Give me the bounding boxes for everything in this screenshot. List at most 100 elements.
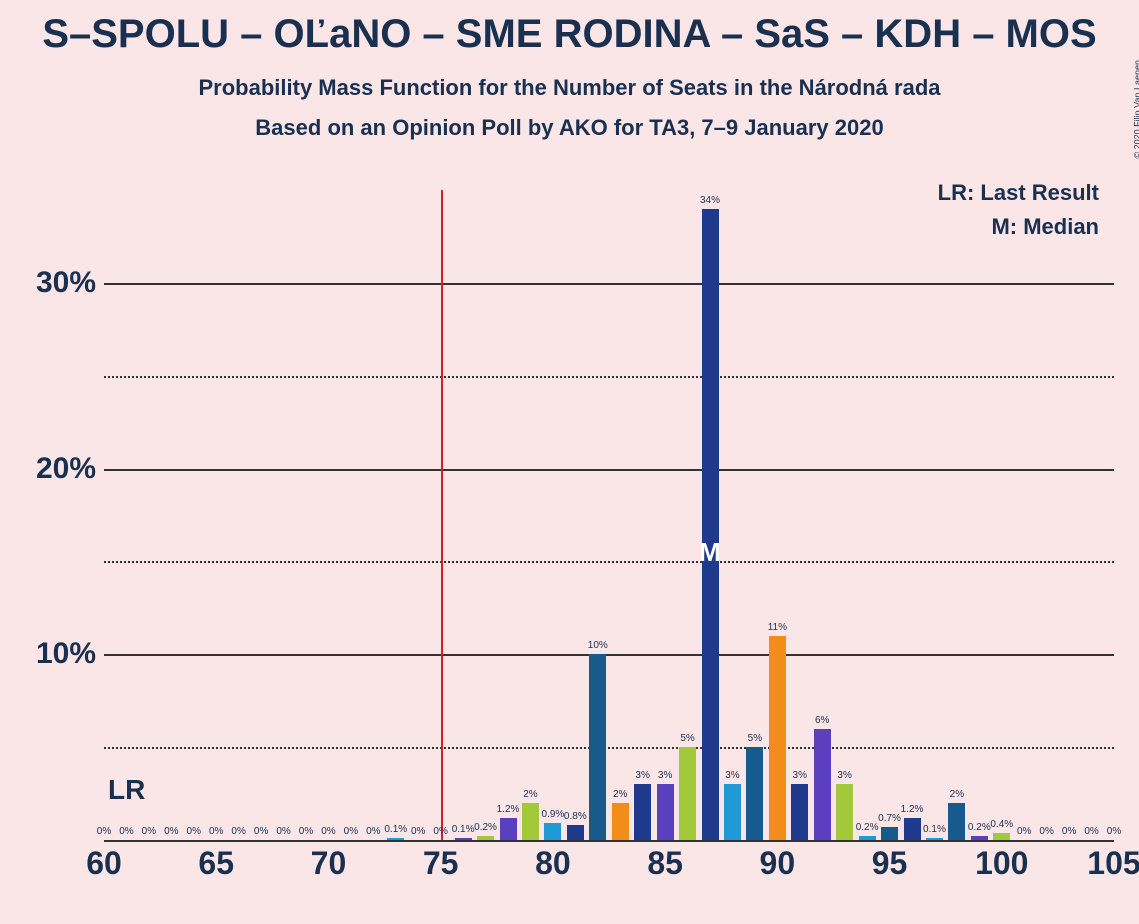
bar — [724, 784, 741, 840]
bar-value-label: 0.8% — [564, 811, 587, 822]
bar-value-label: 0% — [254, 826, 268, 837]
bar — [948, 803, 965, 840]
x-axis — [104, 840, 1114, 842]
bar — [993, 833, 1010, 840]
bar-value-label: 0.4% — [990, 819, 1013, 830]
bar-value-label: 0% — [1107, 826, 1121, 837]
bar — [791, 784, 808, 840]
bar-value-label: 6% — [815, 715, 829, 726]
x-tick-label: 90 — [760, 845, 796, 882]
bar-value-label: 1.2% — [901, 804, 924, 815]
bar-value-label: 0% — [433, 826, 447, 837]
bar-value-label: 0% — [164, 826, 178, 837]
bar-value-label: 0% — [209, 826, 223, 837]
x-tick-label: 80 — [535, 845, 571, 882]
gridline — [104, 469, 1114, 471]
bar — [500, 818, 517, 840]
bar-value-label: 2% — [613, 789, 627, 800]
bar — [836, 784, 853, 840]
bar-value-label: 0% — [1062, 826, 1076, 837]
median-marker: M — [699, 537, 721, 568]
bar-value-label: 0% — [411, 826, 425, 837]
bar-value-label: 0% — [299, 826, 313, 837]
bar-value-label: 0.9% — [541, 809, 564, 820]
bar — [702, 209, 719, 840]
bar — [926, 838, 943, 840]
bar — [657, 784, 674, 840]
bar — [814, 729, 831, 840]
bar-value-label: 0% — [231, 826, 245, 837]
bar-value-label: 0.1% — [384, 824, 407, 835]
last-result-line — [441, 190, 443, 840]
bar-value-label: 3% — [837, 770, 851, 781]
bar-value-label: 0% — [276, 826, 290, 837]
bar-value-label: 0% — [187, 826, 201, 837]
gridline — [104, 376, 1114, 378]
bar-value-label: 5% — [680, 733, 694, 744]
bar-value-label: 0.1% — [452, 824, 475, 835]
chart-title: S–SPOLU – OĽaNO – SME RODINA – SaS – KDH… — [0, 0, 1139, 57]
bar — [612, 803, 629, 840]
bar — [522, 803, 539, 840]
bar-value-label: 3% — [793, 770, 807, 781]
bar-value-label: 2% — [523, 789, 537, 800]
x-tick-label: 60 — [86, 845, 122, 882]
x-tick-label: 85 — [647, 845, 683, 882]
x-tick-label: 100 — [975, 845, 1028, 882]
bar — [477, 836, 494, 840]
bar-value-label: 0.2% — [968, 822, 991, 833]
bar-value-label: 5% — [748, 733, 762, 744]
bar — [387, 838, 404, 840]
y-tick-label: 20% — [6, 452, 96, 486]
copyright-label: © 2020 Filip Van Laenen — [1133, 60, 1139, 159]
bar-value-label: 0% — [366, 826, 380, 837]
bar — [746, 747, 763, 840]
gridline — [104, 654, 1114, 656]
bar — [971, 836, 988, 840]
bar-value-label: 0% — [321, 826, 335, 837]
gridline — [104, 561, 1114, 563]
bar — [567, 825, 584, 840]
bar — [544, 823, 561, 840]
bar-value-label: 0% — [1017, 826, 1031, 837]
x-tick-label: 70 — [311, 845, 347, 882]
bar-value-label: 0% — [142, 826, 156, 837]
bar-value-label: 3% — [725, 770, 739, 781]
bar-value-label: 2% — [950, 789, 964, 800]
chart-subtitle-2: Based on an Opinion Poll by AKO for TA3,… — [0, 115, 1139, 141]
bar-value-label: 34% — [700, 195, 720, 206]
bar — [455, 838, 472, 840]
bar-value-label: 0.2% — [856, 822, 879, 833]
bar-value-label: 10% — [588, 640, 608, 651]
bar-value-label: 3% — [635, 770, 649, 781]
bar — [589, 654, 606, 840]
y-tick-label: 10% — [6, 637, 96, 671]
bar-value-label: 0% — [97, 826, 111, 837]
plot-region: 10%20%30%6065707580859095100105LR0%0%0%0… — [104, 190, 1114, 840]
chart-area: LR: Last Result M: Median 10%20%30%60657… — [104, 190, 1114, 870]
bar-value-label: 0% — [1039, 826, 1053, 837]
bar — [769, 636, 786, 840]
gridline — [104, 283, 1114, 285]
x-tick-label: 75 — [423, 845, 459, 882]
bar — [881, 827, 898, 840]
y-tick-label: 30% — [6, 266, 96, 300]
x-tick-label: 95 — [872, 845, 908, 882]
bar-value-label: 11% — [768, 622, 787, 633]
x-tick-label: 105 — [1087, 845, 1139, 882]
bar — [634, 784, 651, 840]
bar-value-label: 0% — [1084, 826, 1098, 837]
bar-value-label: 0% — [119, 826, 133, 837]
bar — [859, 836, 876, 840]
bar-value-label: 3% — [658, 770, 672, 781]
chart-subtitle-1: Probability Mass Function for the Number… — [0, 75, 1139, 101]
bar-value-label: 0.2% — [474, 822, 497, 833]
bar-value-label: 0.7% — [878, 813, 901, 824]
bar-value-label: 0.1% — [923, 824, 946, 835]
x-tick-label: 65 — [198, 845, 234, 882]
bar — [679, 747, 696, 840]
bar — [904, 818, 921, 840]
bar-value-label: 1.2% — [497, 804, 520, 815]
last-result-label: LR — [108, 774, 145, 806]
gridline — [104, 747, 1114, 749]
